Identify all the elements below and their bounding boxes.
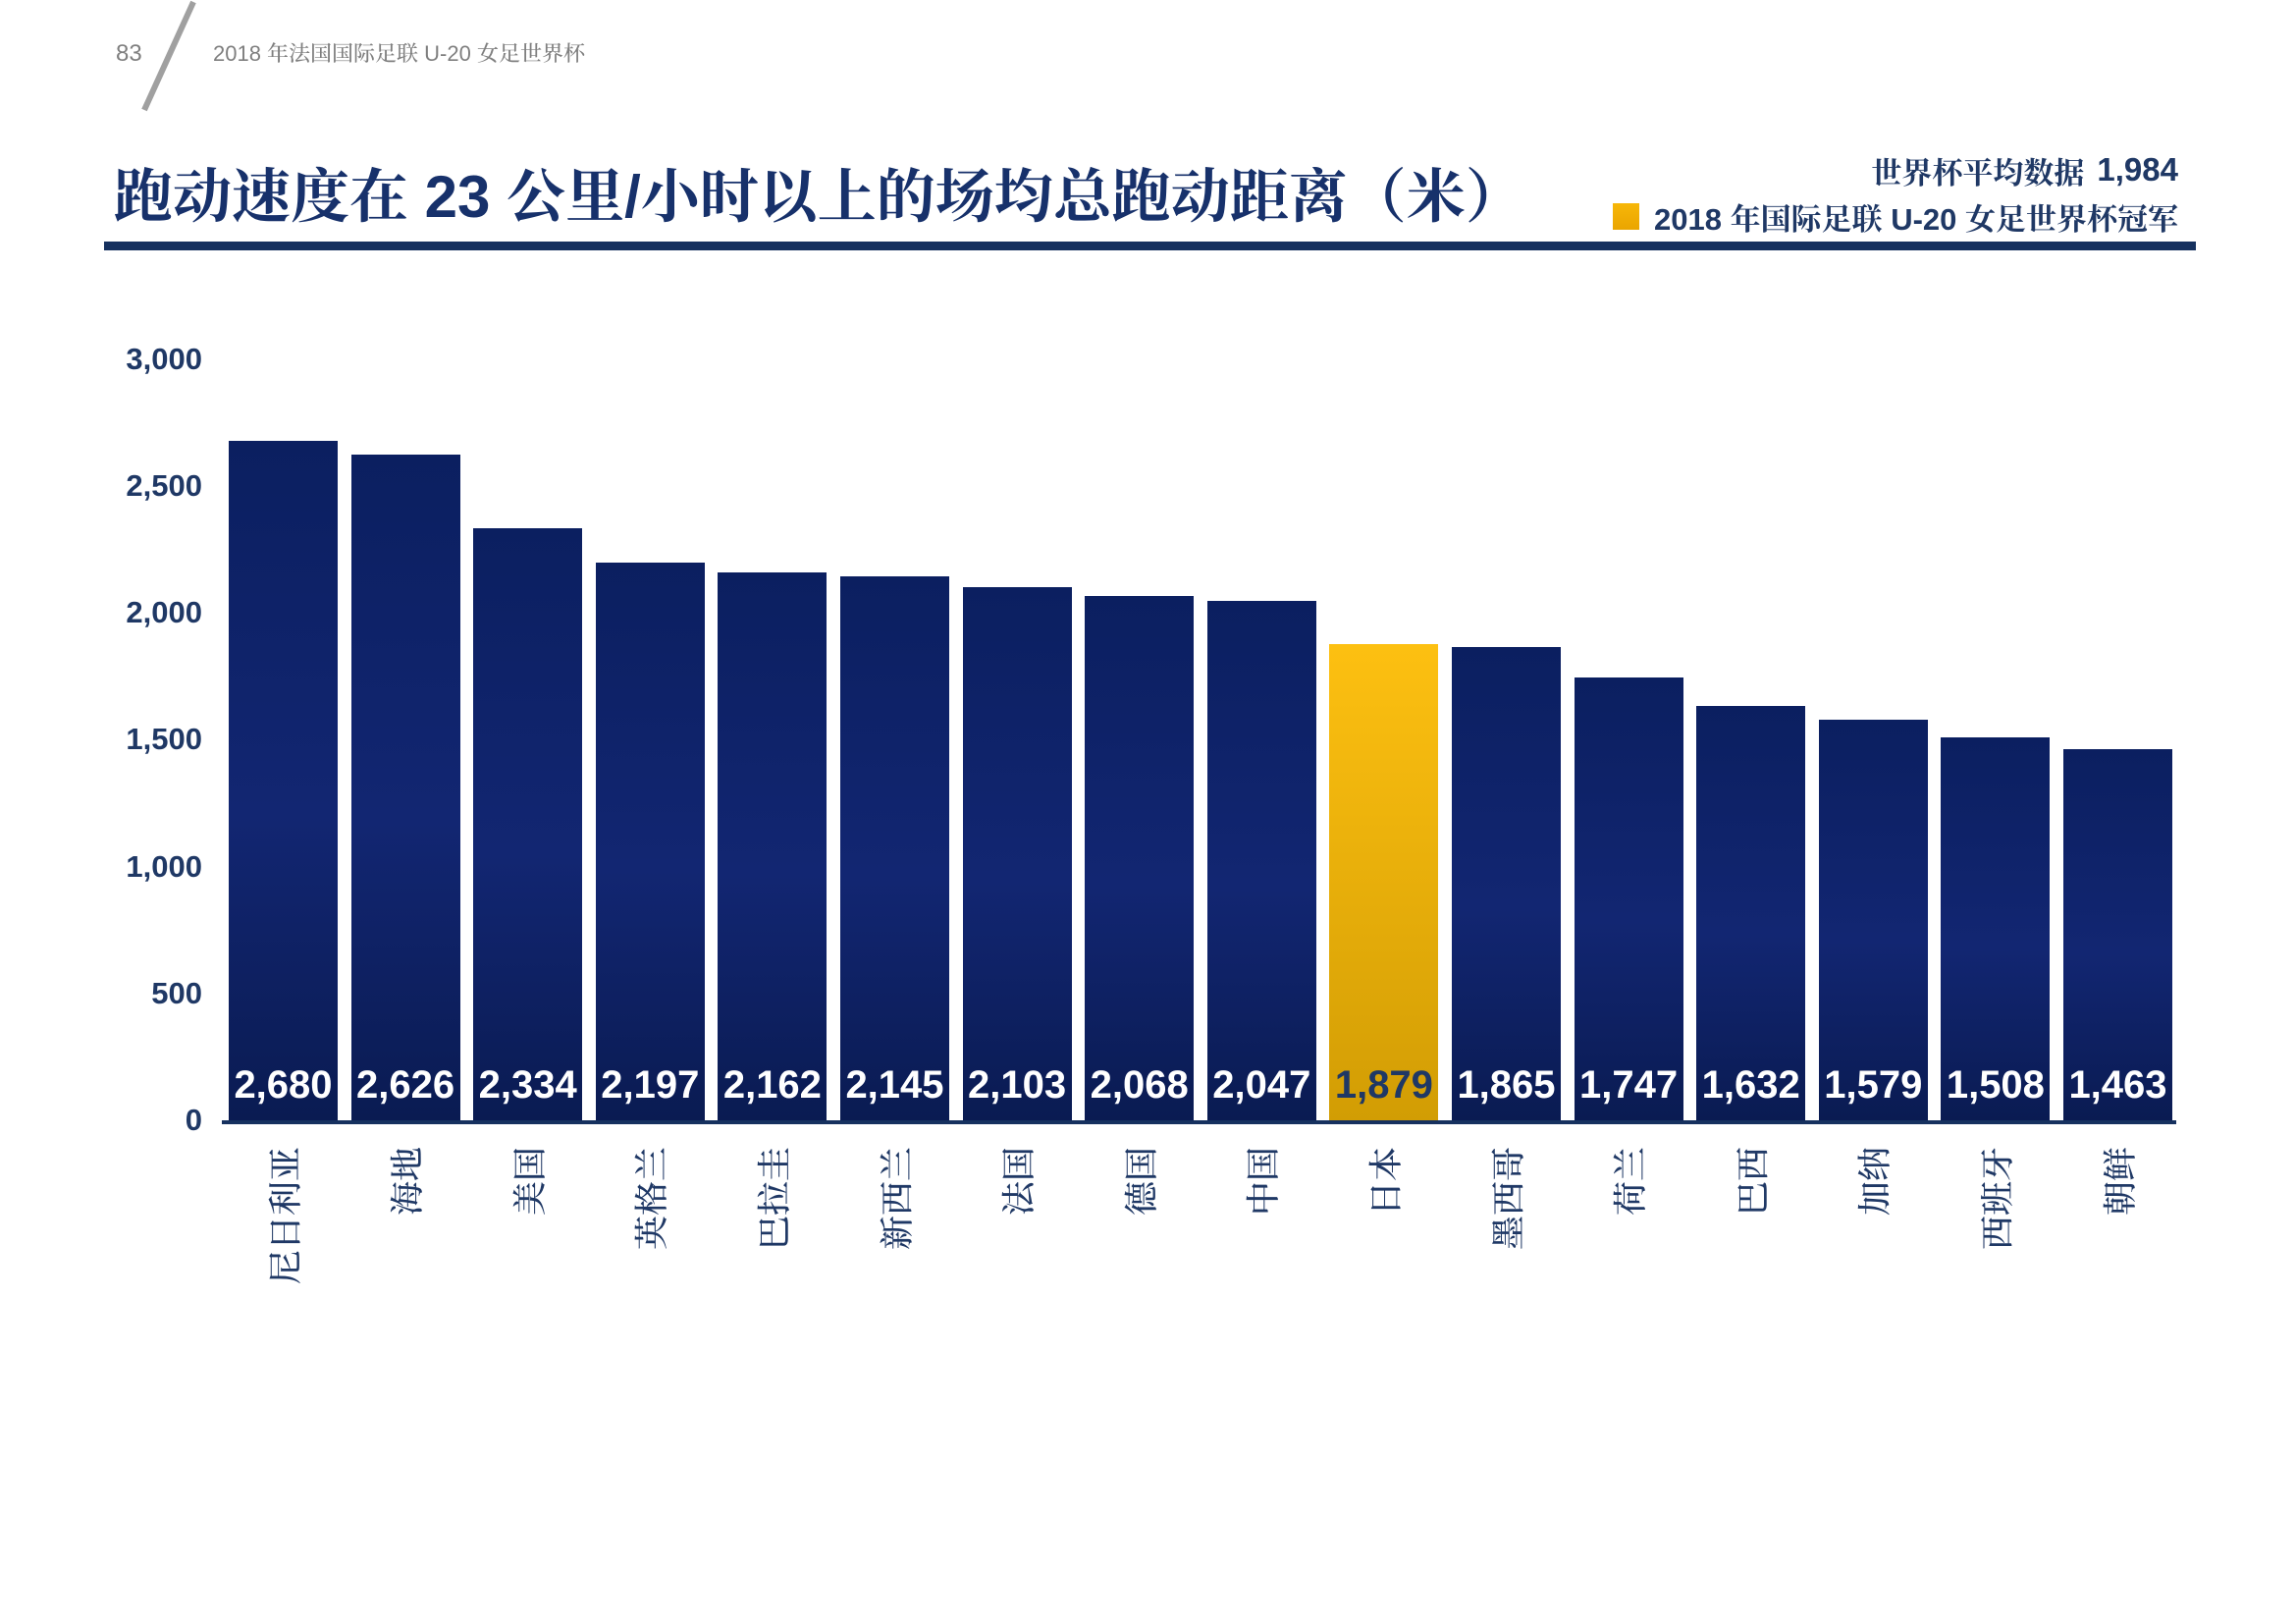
x-axis-line — [222, 1120, 2176, 1124]
bar-value-label: 2,145 — [845, 1062, 944, 1107]
page-number: 83 — [116, 40, 142, 67]
bar-value-label: 2,680 — [234, 1062, 333, 1107]
legend-champion-swatch-icon — [1613, 202, 1639, 230]
bar-荷兰: 1,747 — [1574, 677, 1683, 1120]
bar-value-label: 1,508 — [1946, 1062, 2045, 1107]
title-underline — [104, 242, 2196, 250]
y-axis-label: 0 — [185, 1103, 202, 1137]
bar-value-label: 1,879 — [1334, 1062, 1433, 1107]
bar-巴拉圭: 2,162 — [718, 571, 828, 1120]
bar-value-label: 1,865 — [1457, 1062, 1556, 1107]
chart-legend: 世界杯平均数据 1,984 2018 年国际足联 U-20 女足世界杯冠军 — [1613, 150, 2178, 237]
x-axis-category-label: 加纳 — [1848, 1147, 1898, 1217]
bar-尼日利亚: 2,680 — [229, 440, 338, 1120]
bar-value-label: 2,626 — [356, 1062, 455, 1107]
x-axis-category-label: 法国 — [992, 1147, 1042, 1217]
bar-value-label: 1,463 — [2068, 1062, 2167, 1107]
chart-title: 跑动速度在 23 公里/小时以上的场均总跑动距离（米） — [114, 164, 1524, 230]
x-axis-category-label: 英格兰 — [625, 1147, 675, 1251]
legend-champion-label: 2018 年国际足联 U-20 女足世界杯冠军 — [1654, 201, 2178, 237]
x-axis-category-label: 巴拉圭 — [747, 1147, 797, 1251]
x-axis-category-label: 墨西哥 — [1481, 1147, 1531, 1251]
bar-value-label: 2,103 — [968, 1062, 1067, 1107]
x-axis-category-label: 朝鲜 — [2093, 1147, 2143, 1217]
x-axis-category-label: 新西兰 — [870, 1147, 920, 1251]
bar-中国: 2,047 — [1206, 601, 1316, 1120]
bar-法国: 2,103 — [962, 586, 1072, 1120]
x-axis-category-label: 尼日利亚 — [258, 1147, 308, 1285]
y-axis-label: 2,000 — [126, 595, 202, 630]
x-axis-category-label: 西班牙 — [1970, 1147, 2020, 1251]
bar-西班牙: 1,508 — [1941, 737, 2051, 1120]
bar-value-label: 2,334 — [478, 1063, 577, 1107]
y-axis-label: 500 — [151, 975, 202, 1010]
bar-德国: 2,068 — [1085, 595, 1195, 1120]
bar-加纳: 1,579 — [1818, 720, 1928, 1120]
bar-巴西: 1,632 — [1696, 706, 1806, 1120]
x-axis-category-label: 日本 — [1359, 1147, 1409, 1217]
bar-英格兰: 2,197 — [595, 563, 705, 1120]
bar-美国: 2,334 — [473, 528, 583, 1120]
x-axis-category-label: 巴西 — [1726, 1147, 1776, 1217]
bar-value-label: 2,162 — [722, 1063, 822, 1107]
y-axis-label: 1,500 — [126, 722, 202, 757]
x-axis-category-label: 美国 — [503, 1147, 553, 1217]
legend-average-label: 世界杯平均数据 — [1871, 155, 2085, 190]
bar-海地: 2,626 — [350, 454, 460, 1120]
bar-value-label: 1,747 — [1579, 1062, 1679, 1107]
legend-champion-row: 2018 年国际足联 U-20 女足世界杯冠军 — [1613, 196, 2178, 237]
bar-value-label: 2,047 — [1212, 1062, 1311, 1107]
bar-highlight-日本: 1,879 — [1329, 643, 1439, 1120]
bar-墨西哥: 1,865 — [1452, 647, 1561, 1120]
y-axis-label: 1,000 — [126, 848, 202, 884]
bar-value-label: 2,197 — [601, 1062, 700, 1107]
bar-朝鲜: 1,463 — [2063, 749, 2172, 1120]
header-title: 2018 年法国国际足联 U-20 女足世界杯 — [213, 41, 585, 66]
x-axis-category-label: 中国 — [1237, 1147, 1287, 1217]
x-axis-category-label: 德国 — [1114, 1147, 1164, 1217]
bar-value-label: 1,579 — [1824, 1062, 1923, 1107]
slash-line — [141, 0, 196, 112]
bar-value-label: 1,632 — [1701, 1062, 1800, 1107]
legend-average-row: 世界杯平均数据 1,984 — [1871, 150, 2178, 190]
x-axis-category-label: 荷兰 — [1604, 1147, 1654, 1217]
bar-新西兰: 2,145 — [840, 575, 949, 1120]
y-axis-label: 2,500 — [126, 468, 202, 504]
header-slash-icon — [141, 0, 196, 112]
legend-average-value: 1,984 — [2097, 151, 2178, 188]
y-axis-label: 3,000 — [126, 341, 202, 376]
bar-value-label: 2,068 — [1090, 1062, 1189, 1107]
x-axis-category-label: 海地 — [381, 1147, 431, 1217]
